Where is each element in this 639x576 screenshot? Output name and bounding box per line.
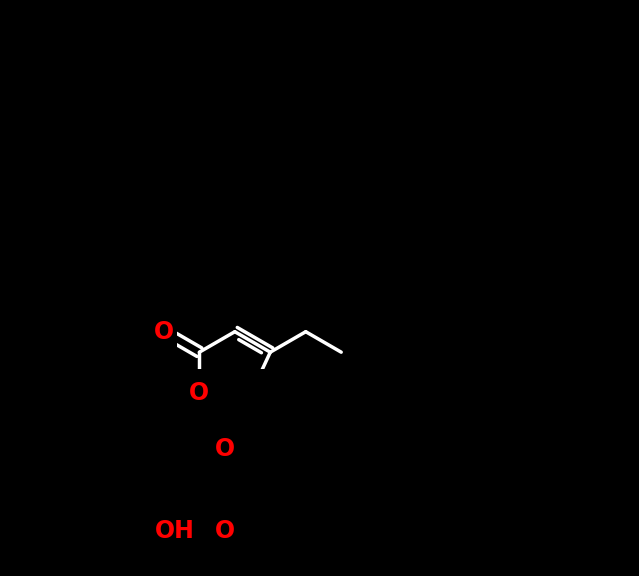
Text: O: O xyxy=(189,381,210,405)
Text: O: O xyxy=(215,437,235,461)
Text: OH: OH xyxy=(155,519,194,543)
Text: O: O xyxy=(215,519,235,543)
Text: O: O xyxy=(154,320,174,344)
